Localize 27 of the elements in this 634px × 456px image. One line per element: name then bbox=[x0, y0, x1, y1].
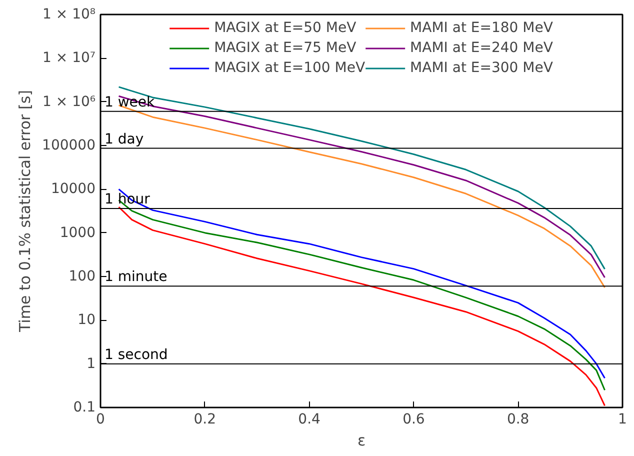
x-tick-label: 1 bbox=[618, 412, 627, 428]
y-tick-label: 1 × 10⁸ bbox=[42, 6, 96, 22]
x-tick-label: 0.8 bbox=[506, 412, 530, 428]
ref-line-label: 1 day bbox=[104, 131, 144, 148]
y-tick-label: 1 × 10⁷ bbox=[42, 50, 96, 66]
y-tick-label: 10 bbox=[78, 312, 96, 328]
legend-label: MAMI at E=180 MeV bbox=[410, 20, 553, 36]
ref-line-label: 1 second bbox=[104, 346, 168, 363]
y-tick-label: 1 × 10⁶ bbox=[42, 94, 96, 110]
legend-label: MAMI at E=300 MeV bbox=[410, 60, 553, 76]
x-tick-label: 0.4 bbox=[298, 412, 321, 428]
y-tick-label: 1000 bbox=[60, 224, 96, 241]
y-tick-label: 100000 bbox=[42, 138, 96, 154]
x-tick-label: 0 bbox=[96, 412, 105, 428]
legend-label: MAGIX at E=100 MeV bbox=[214, 60, 366, 76]
x-tick-label: 0.6 bbox=[402, 412, 425, 428]
legend-label: MAMI at E=240 MeV bbox=[410, 40, 553, 56]
legend-label: MAGIX at E=50 MeV bbox=[214, 20, 356, 36]
legend-label: MAGIX at E=75 MeV bbox=[214, 40, 356, 56]
x-axis-title: ε bbox=[357, 432, 366, 450]
y-axis-title: Time to 0.1% statistical error [s] bbox=[16, 90, 34, 333]
y-tick-label: 1 bbox=[86, 356, 96, 372]
ref-line-label: 1 minute bbox=[104, 269, 168, 286]
y-tick-label: 10000 bbox=[50, 181, 96, 198]
x-tick-label: 0.2 bbox=[194, 412, 216, 428]
y-tick-label: 0.1 bbox=[73, 400, 96, 416]
y-tick-label: 100 bbox=[68, 268, 96, 284]
